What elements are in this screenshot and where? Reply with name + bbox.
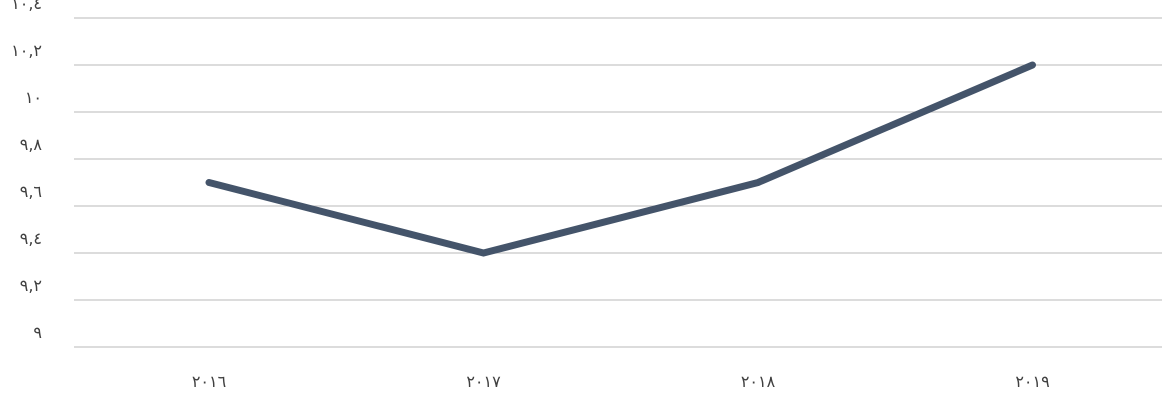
x-tick-label: ٢٠١٨ [741, 372, 776, 391]
gridlines [74, 17, 1162, 348]
series-line [205, 61, 1036, 257]
x-tick-label: ٢٠١٩ [1015, 372, 1049, 391]
y-tick-label: ٩,٤ [20, 229, 42, 248]
x-tick-label: ٢٠١٧ [466, 372, 501, 391]
y-tick-label: ١٠ [25, 88, 42, 107]
x-axis-tick-labels: ٢٠١٦ ٢٠١٧ ٢٠١٨ ٢٠١٩ [192, 372, 1050, 391]
y-tick-label: ٩,٢ [20, 276, 42, 295]
series-lines [205, 61, 1036, 257]
y-axis-tick-labels: ٩ ٩,٢ ٩,٤ ٩,٦ ٩,٨ ١٠ ١٠,٢ ١٠,٤ [11, 0, 42, 342]
y-tick-label: ١٠,٢ [11, 41, 42, 60]
y-tick-label: ٩ [33, 323, 42, 342]
y-tick-label: ٩,٦ [20, 182, 42, 201]
y-tick-label: ٩,٨ [20, 135, 43, 154]
x-tick-label: ٢٠١٦ [192, 372, 226, 391]
y-tick-label: ١٠,٤ [11, 0, 42, 13]
